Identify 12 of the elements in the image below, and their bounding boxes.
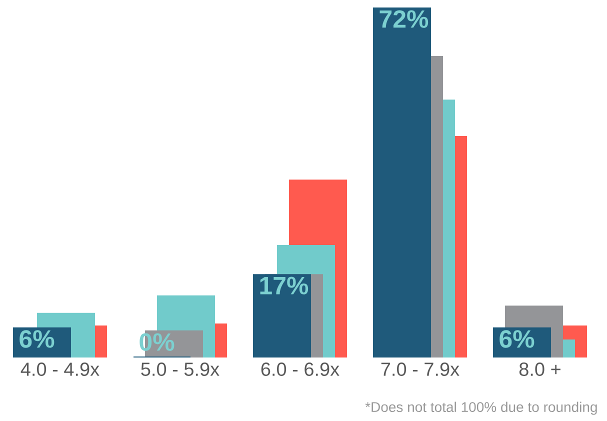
bar [253,274,312,358]
data-label: 6% [500,330,534,348]
data-label: 6% [20,330,54,348]
bar [373,8,432,358]
data-label: 72% [380,10,428,28]
x-tick-label: 7.0 - 7.9x [381,362,460,376]
x-tick-label: 8.0 + [519,362,560,376]
x-tick-label: 4.0 - 4.9x [20,362,100,376]
x-tick-label: 5.0 - 5.9x [141,362,220,376]
data-label: 17% [260,276,308,294]
text: *Does not total 100% due to rounding [365,402,597,415]
x-tick-label: 6.0 - 6.9x [261,362,340,376]
